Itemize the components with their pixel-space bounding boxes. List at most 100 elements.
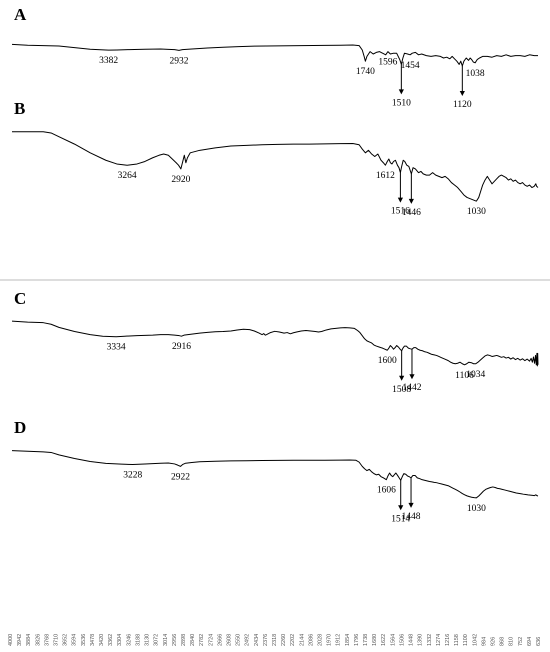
peak-arrow-head [399,375,405,381]
peak-label: 3382 [99,56,118,66]
peak-label: 2922 [171,472,190,482]
peak-label: 1446 [402,208,421,218]
x-tick-label: 2840 [190,634,196,646]
x-tick-label: 1158 [454,634,460,646]
x-tick-label: 2434 [254,634,260,646]
spectrum-line-c [11,320,539,367]
panel-a: A [11,5,538,67]
peak-arrow-head [398,89,404,95]
x-tick-label: 1564 [390,634,396,646]
peak-arrow-head [459,91,465,96]
x-tick-label: 3710 [54,634,60,646]
peak-label: 1514 [391,514,410,524]
peak-label: 1448 [402,512,421,522]
x-tick-label: 2202 [290,634,296,646]
peak-label: 2920 [171,175,190,185]
x-tick-label: 2666 [217,634,223,646]
peak-label: 3228 [123,471,142,481]
peak-label: 1516 [391,207,410,217]
x-tick-label: 3246 [126,634,132,646]
x-tick-label: 2376 [263,634,269,646]
x-tick-label: 984 [481,637,487,646]
peak-arrow-head [398,505,404,511]
peak-label: 1600 [378,356,397,366]
x-tick-label: 3304 [117,634,123,646]
x-tick-label: 3826 [35,634,41,646]
peak-label: 1030 [467,504,486,514]
x-tick-label: 1796 [354,634,360,646]
peak-label: 1030 [467,207,486,217]
x-tick-label: 3652 [63,634,69,646]
x-tick-label: 1332 [427,634,433,646]
x-tick-label: 1448 [409,634,415,646]
x-tick-label: 636 [536,637,542,646]
x-tick-label: 2144 [299,634,305,646]
panel-b: B [12,99,539,202]
peak-label: 1596 [378,58,397,68]
peak-label: 3264 [118,171,137,181]
peak-label: 1740 [356,67,375,77]
x-tick-label: 1854 [345,634,351,646]
x-tick-label: 3362 [108,634,114,646]
panel-d: D [11,418,539,499]
x-tick-label: 3130 [145,634,151,646]
x-axis: 4000 3942 3884 3826 3768 3710 3652 3594 3536 3478… [8,634,542,646]
x-tick-label: 2782 [199,634,205,646]
peak-label: 1454 [401,61,420,71]
spectrum-line-b [12,131,539,202]
spectra-panels: A B C D [11,5,539,499]
x-tick-label: 868 [500,637,506,646]
x-tick-label: 2318 [272,634,278,646]
x-tick-label: 3594 [72,634,78,646]
x-tick-label: 1622 [381,634,387,646]
x-tick-label: 3884 [26,634,32,646]
x-tick-label: 3420 [99,634,105,646]
x-tick-label: 2260 [281,634,287,646]
x-tick-label: 3072 [154,634,160,646]
peak-label: 1612 [376,171,395,181]
x-tick-label: 2492 [245,634,251,646]
x-tick-label: 2086 [308,634,314,646]
x-tick-label: 4000 [8,634,14,646]
spectrum-line-d [11,450,539,499]
x-tick-label: 2550 [236,634,242,646]
peak-label: 2932 [169,56,188,66]
peak-arrow-head [408,502,414,508]
panel-b-letter: B [14,99,25,118]
x-tick-label: 1216 [445,634,451,646]
x-tick-label: 752 [518,637,524,646]
x-tick-label: 1738 [363,634,369,646]
x-tick-label: 1390 [418,634,424,646]
x-tick-label: 1506 [399,634,405,646]
peak-arrow-head [409,374,415,380]
x-tick-label: 1100 [463,634,469,646]
panel-c-letter: C [14,289,26,308]
x-tick-label: 2608 [226,634,232,646]
x-tick-label: 1274 [436,634,442,646]
x-tick-label: 1042 [472,634,478,646]
peak-label: 1606 [377,486,396,496]
panel-d-letter: D [14,418,26,437]
peak-label: 1034 [466,370,485,380]
peak-label: 1510 [392,98,411,108]
x-tick-label: 3188 [135,634,141,646]
peak-label: 1442 [402,383,421,393]
x-tick-label: 1970 [327,634,333,646]
peak-label: 1508 [392,385,411,395]
x-tick-label: 3536 [81,634,87,646]
x-tick-label: 2956 [172,634,178,646]
x-tick-label: 694 [527,637,533,646]
x-tick-label: 3942 [17,634,23,646]
peak-label: 2916 [172,342,191,352]
peak-label: 1038 [466,69,485,79]
peak-label: 3334 [107,343,126,353]
spectrum-line-a [11,43,538,67]
x-tick-label: 3478 [90,634,96,646]
x-tick-label: 1680 [372,634,378,646]
x-tick-label: 926 [490,637,496,646]
x-tick-label: 1912 [336,634,342,646]
panel-a-letter: A [14,5,27,24]
x-tick-label: 3014 [163,634,169,646]
